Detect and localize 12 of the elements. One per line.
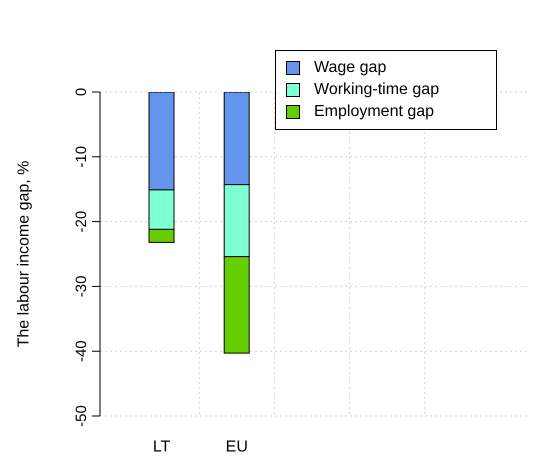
y-tick-label: -10	[73, 146, 90, 168]
legend-label: Wage gap	[314, 58, 386, 78]
legend-label: Employment gap	[314, 102, 434, 122]
y-axis-title: The labour income gap, %	[16, 160, 33, 348]
y-tick-label: 0	[73, 88, 90, 96]
x-tick-label: LT	[152, 438, 171, 456]
legend-label: Working-time gap	[314, 80, 440, 100]
y-tick-label: -20	[73, 210, 90, 232]
y-tick-label: -50	[73, 405, 90, 427]
y-tick-label: -40	[73, 340, 90, 362]
y-tick-label: -30	[73, 276, 90, 298]
x-tick-label: EU	[226, 438, 248, 456]
